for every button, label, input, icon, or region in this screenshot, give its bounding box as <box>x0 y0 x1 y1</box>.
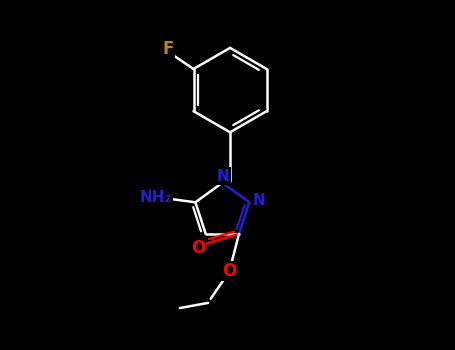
Text: O: O <box>191 239 205 257</box>
Text: F: F <box>162 40 173 58</box>
Text: O: O <box>222 262 237 280</box>
Text: N: N <box>217 169 230 183</box>
Text: NH₂: NH₂ <box>140 190 172 205</box>
Text: N: N <box>252 193 265 208</box>
